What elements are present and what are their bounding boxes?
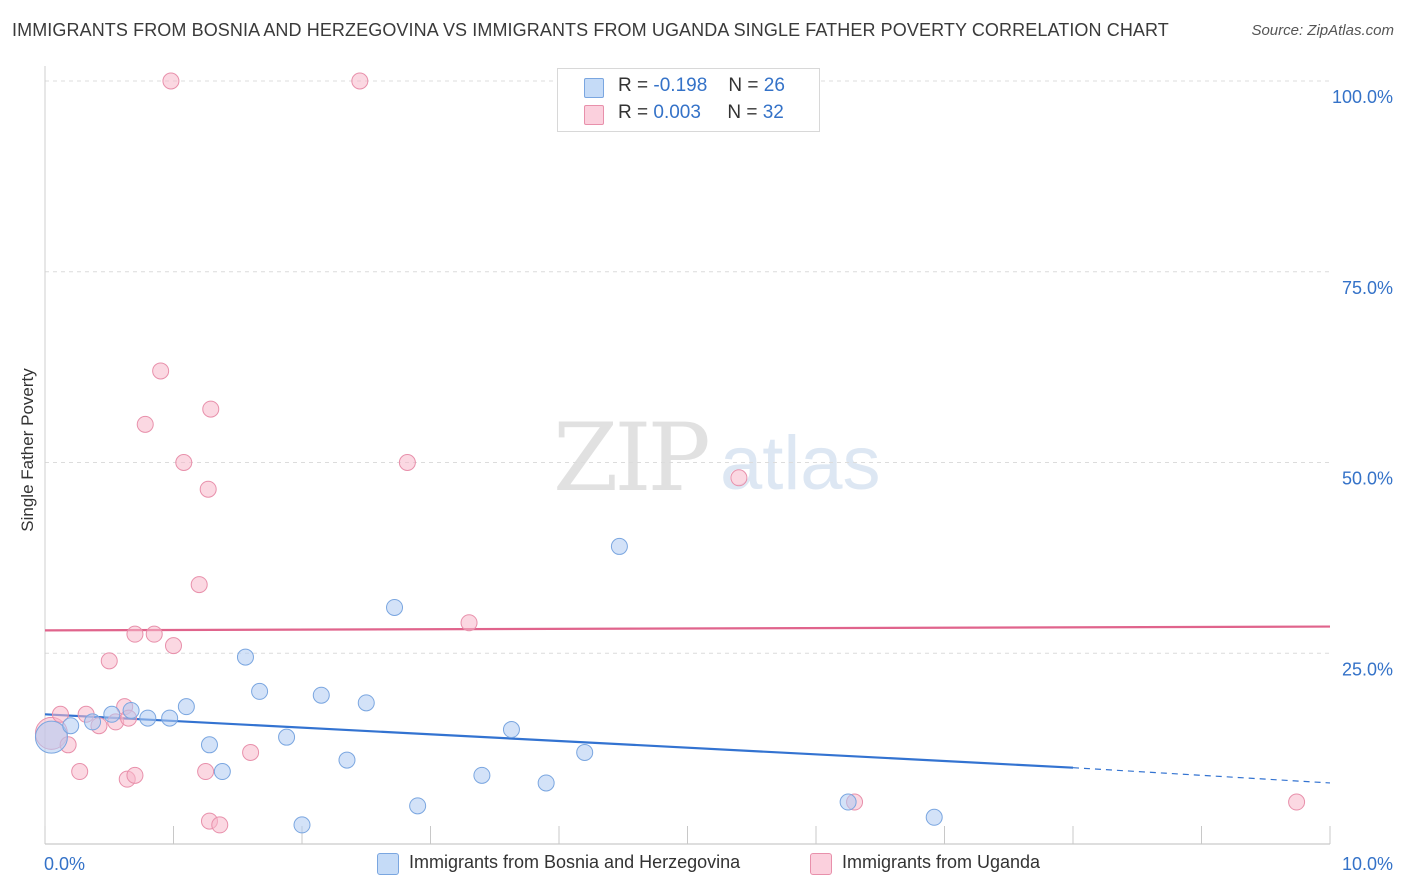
y-axis-label-wrap: Single Father Poverty bbox=[8, 300, 48, 600]
data-point-uganda bbox=[152, 362, 170, 380]
data-point-bosnia bbox=[34, 720, 68, 754]
data-point-bosnia bbox=[62, 717, 80, 735]
data-point-bosnia bbox=[84, 713, 102, 731]
data-point-bosnia bbox=[122, 701, 140, 719]
legend-text-uganda: R = 0.003 N = 32 bbox=[618, 102, 784, 124]
data-point-uganda bbox=[51, 705, 69, 723]
bottom-legend-swatch-uganda bbox=[810, 853, 832, 875]
data-point-uganda bbox=[165, 637, 182, 655]
data-point-uganda bbox=[136, 415, 154, 433]
x-tick-label-max: 10.0% bbox=[1342, 854, 1393, 874]
y-tick-label: 25.0% bbox=[1342, 659, 1393, 679]
data-point-uganda bbox=[351, 72, 369, 90]
source-label: Source: ZipAtlas.com bbox=[1251, 22, 1394, 39]
data-point-uganda bbox=[175, 454, 193, 471]
data-point-uganda bbox=[126, 625, 144, 643]
data-point-uganda bbox=[197, 763, 215, 781]
legend-r-value: -0.198 bbox=[653, 75, 708, 96]
axes bbox=[44, 66, 1331, 845]
tick-labels: 100.0% 75.0% 50.0% 25.0% 0.0% 10.0% bbox=[44, 87, 1393, 874]
data-point-bosnia bbox=[200, 736, 218, 754]
data-point-uganda bbox=[199, 480, 217, 498]
y-tick-label: 75.0% bbox=[1342, 278, 1393, 298]
x-tick-label-min: 0.0% bbox=[44, 854, 85, 874]
data-point-bosnia bbox=[236, 648, 254, 666]
data-point-uganda bbox=[71, 763, 89, 781]
data-point-uganda bbox=[162, 72, 180, 90]
data-point-bosnia bbox=[312, 686, 330, 704]
data-point-bosnia bbox=[161, 709, 179, 727]
grid-lines bbox=[45, 80, 1330, 654]
chart-title: IMMIGRANTS FROM BOSNIA AND HERZEGOVINA V… bbox=[12, 20, 1169, 40]
legend-swatch-uganda bbox=[584, 105, 604, 125]
trend-line-extension bbox=[1072, 767, 1331, 784]
data-point-bosnia bbox=[251, 682, 269, 700]
legend-swatch-bosnia bbox=[584, 78, 604, 98]
trend-line-uganda bbox=[44, 625, 1331, 632]
legend-n-label: N = bbox=[727, 102, 758, 123]
watermark-zip: ZIP bbox=[553, 404, 711, 513]
trend-line-bosnia bbox=[44, 713, 1074, 769]
data-point-bosnia bbox=[278, 728, 296, 746]
data-point-bosnia bbox=[213, 763, 231, 781]
data-point-uganda bbox=[145, 625, 163, 643]
data-point-bosnia bbox=[502, 721, 520, 739]
data-points bbox=[34, 72, 1306, 834]
legend-n-label: N = bbox=[728, 75, 759, 96]
data-point-bosnia bbox=[139, 709, 157, 727]
data-point-bosnia bbox=[610, 537, 628, 555]
data-point-bosnia bbox=[409, 797, 427, 815]
legend-r-label: R = bbox=[618, 75, 649, 96]
data-point-bosnia bbox=[177, 698, 195, 716]
data-point-bosnia bbox=[386, 598, 404, 616]
data-point-bosnia bbox=[293, 816, 311, 834]
y-tick-label: 50.0% bbox=[1342, 469, 1393, 489]
data-point-bosnia bbox=[537, 774, 555, 792]
data-point-bosnia bbox=[925, 808, 943, 826]
data-point-uganda bbox=[1288, 793, 1306, 811]
legend-r-value: 0.003 bbox=[653, 102, 701, 123]
data-point-bosnia bbox=[473, 766, 491, 784]
bottom-legend-swatch-bosnia bbox=[377, 853, 399, 875]
trend-lines bbox=[44, 625, 1331, 784]
data-point-uganda bbox=[730, 469, 748, 487]
correlation-legend: R = -0.198 N = 26 R = 0.003 N = 32 bbox=[557, 68, 820, 132]
data-point-uganda bbox=[398, 454, 416, 471]
bottom-legend-label-bosnia: Immigrants from Bosnia and Herzegovina bbox=[409, 852, 741, 872]
watermark-atlas: atlas bbox=[720, 421, 881, 506]
data-point-bosnia bbox=[338, 751, 356, 769]
data-point-uganda bbox=[126, 766, 144, 784]
legend-r-label: R = bbox=[618, 102, 649, 123]
y-tick-label: 100.0% bbox=[1332, 87, 1393, 107]
data-point-bosnia bbox=[103, 705, 121, 723]
data-point-uganda bbox=[190, 576, 208, 594]
data-point-bosnia bbox=[576, 743, 594, 761]
data-point-bosnia bbox=[357, 694, 375, 712]
y-axis-label: Single Father Poverty bbox=[18, 368, 37, 532]
data-point-uganda bbox=[100, 652, 118, 670]
data-point-uganda bbox=[211, 816, 229, 834]
legend-n-value: 26 bbox=[763, 75, 785, 96]
legend-n-value: 32 bbox=[762, 102, 784, 123]
data-point-bosnia bbox=[839, 793, 857, 811]
data-point-uganda bbox=[202, 400, 220, 418]
legend-text-bosnia: R = -0.198 N = 26 bbox=[618, 75, 785, 97]
bottom-legend-label-uganda: Immigrants from Uganda bbox=[842, 852, 1041, 872]
data-point-uganda bbox=[460, 614, 478, 632]
data-point-uganda bbox=[242, 743, 260, 761]
